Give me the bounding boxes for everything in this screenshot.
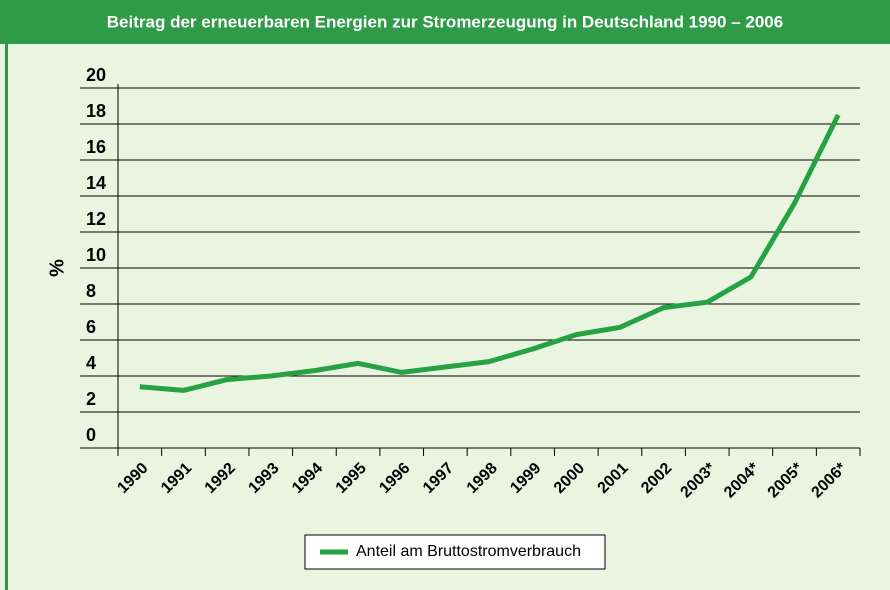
y-tick-label: 8 xyxy=(86,281,96,301)
title-bar xyxy=(0,0,890,44)
y-tick-label: 14 xyxy=(86,173,106,193)
y-tick-label: 12 xyxy=(86,209,106,229)
y-tick-label: 10 xyxy=(86,245,106,265)
legend-label: Anteil am Bruttostromverbrauch xyxy=(356,543,581,560)
y-tick-label: 18 xyxy=(86,101,106,121)
chart-title: Beitrag der erneuerbaren Energien zur St… xyxy=(107,12,783,31)
y-tick-label: 0 xyxy=(86,425,96,445)
legend xyxy=(304,534,606,570)
y-tick-label: 20 xyxy=(86,65,106,85)
y-tick-label: 4 xyxy=(86,353,96,373)
y-axis-label: % xyxy=(46,259,68,277)
left-border xyxy=(5,44,8,590)
data-line xyxy=(139,113,841,393)
y-tick-label: 6 xyxy=(86,317,96,337)
y-tick-label: 16 xyxy=(86,137,106,157)
y-tick-label: 2 xyxy=(86,389,96,409)
